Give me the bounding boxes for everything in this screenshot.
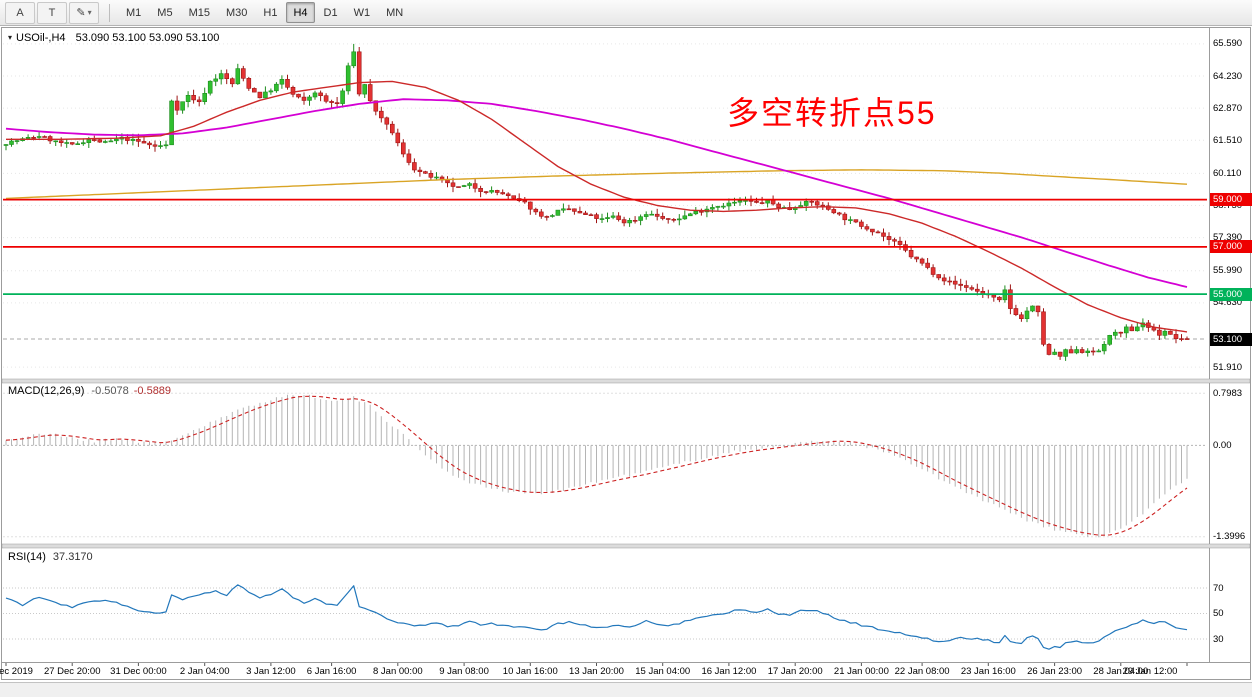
time-axis-label: 28 Jan 04:00 — [1093, 666, 1149, 677]
macd-signal-line — [5, 395, 1188, 536]
price-axis-label: 51.910 — [1213, 361, 1243, 373]
level-badge-55.000: 55.000 — [1210, 287, 1252, 301]
time-axis-label: 13 Jan 20:00 — [569, 666, 624, 677]
time-axis-label: 8 Jan 00:00 — [372, 666, 423, 677]
tools-group: A T ✎ ▾ — [5, 1, 101, 24]
rsi-axis-label: 70 — [1213, 582, 1224, 594]
price-gridlines — [3, 43, 1207, 368]
symbol-label: USOil-,H4 — [16, 32, 66, 44]
time-axis-label: 2 Jan 04:00 — [179, 666, 230, 677]
time-axis-label: 3 Jan 12:00 — [246, 666, 296, 677]
macd-axis-label: 0.7983 — [1213, 387, 1243, 399]
chart-canvas[interactable] — [0, 26, 1252, 696]
price-axis-label: 62.870 — [1213, 102, 1243, 114]
ma-fast-line — [6, 80, 1188, 333]
time-axis-label: 9 Jan 08:00 — [439, 666, 489, 677]
macd-gridlines — [3, 392, 1207, 538]
time-axis-label: 17 Jan 20:00 — [767, 666, 823, 677]
collapse-icon[interactable]: ▾ — [8, 33, 13, 42]
panel-divider-rsi[interactable] — [1, 543, 1251, 549]
rsi-axis-label: 50 — [1213, 608, 1224, 619]
time-axis-label: 27 Dec 20:00 — [43, 666, 101, 677]
timeframe-h1[interactable]: H1 — [263, 6, 278, 19]
time-axis-label: 15 Jan 04:00 — [635, 666, 691, 677]
timeframe-m30[interactable]: M30 — [225, 6, 248, 19]
rsi-axis-label: 30 — [1213, 633, 1224, 645]
macd-label: MACD(12,26,9) — [8, 385, 85, 397]
price-axis-label: 54.630 — [1213, 297, 1243, 309]
ma-mid-line — [5, 98, 1188, 288]
macd-axis-label: 0.00 — [1213, 439, 1232, 451]
macd-histogram — [5, 394, 1188, 538]
status-strip — [0, 682, 1252, 697]
timeframe-m5[interactable]: M5 — [157, 6, 173, 19]
time-axis-label: 21 Jan 00:00 — [833, 666, 889, 677]
ohlc-values: 53.090 53.100 53.090 53.100 — [75, 32, 220, 44]
annotation-text[interactable]: 多空转折点55 — [727, 95, 937, 131]
time-axis-label: 22 Jan 08:00 — [894, 666, 950, 677]
rsi-line — [5, 584, 1188, 650]
timeframe-m15[interactable]: M15 — [188, 6, 210, 19]
time-axis-label: 23 Jan 16:00 — [960, 666, 1016, 677]
macd-signal-value: -0.5889 — [133, 385, 172, 397]
price-axis-label: 55.990 — [1213, 265, 1243, 277]
toolbar-separator — [109, 3, 110, 22]
toolbar: A T ✎ ▾ M1 M5 M15 M30 H1 H4 D1 W1 MN — [0, 0, 1252, 26]
panel-frame — [1, 27, 1251, 680]
time-axis-label: 26 Jan 23:00 — [1027, 666, 1083, 677]
timeframe-m1[interactable]: M1 — [126, 6, 142, 19]
timeframe-w1[interactable]: W1 — [353, 6, 371, 19]
time-axis-label: 29 Jan 12:00 — [1122, 666, 1178, 677]
text-tool[interactable]: T — [37, 1, 67, 24]
dropdown-arrow-icon: ▾ — [87, 8, 92, 17]
timeframe-h4[interactable]: H4 — [286, 2, 315, 23]
timeframe-d1[interactable]: D1 — [323, 6, 338, 19]
time-axis-label: 6 Jan 16:00 — [306, 666, 357, 677]
price-axis-label: 65.590 — [1213, 38, 1243, 50]
macd-axis-label: -1.3996 — [1213, 531, 1246, 543]
cursor-tool[interactable]: A — [5, 1, 35, 24]
rsi-value: 37.3170 — [52, 551, 93, 563]
macd-header: MACD(12,26,9) -0.5078 -0.5889 — [8, 385, 171, 397]
timeframe-group: M1 M5 M15 M30 H1 H4 D1 W1 MN — [118, 2, 411, 23]
timeframe-mn[interactable]: MN — [386, 6, 404, 19]
price-axis-label: 64.230 — [1213, 70, 1243, 82]
rsi-label: RSI(14) — [8, 551, 46, 563]
chart-background — [0, 26, 1252, 696]
time-axis-label: 31 Dec 00:00 — [110, 666, 167, 677]
price-axis-label: 57.390 — [1213, 232, 1243, 244]
level-badge-59.000: 59.000 — [1210, 193, 1252, 207]
price-axis-label: 60.110 — [1213, 167, 1242, 179]
panel-divider-macd[interactable] — [1, 378, 1251, 384]
objects-tool[interactable]: ✎ ▾ — [69, 1, 99, 24]
chart-header: ▾ USOil-,H4 53.090 53.100 53.090 53.100 — [8, 32, 219, 44]
macd-value: -0.5078 — [91, 385, 129, 397]
time-axis-label: 16 Jan 12:00 — [701, 666, 757, 677]
time-axis-label: 26 Dec 2019 — [0, 666, 33, 677]
price-axis-label: 61.510 — [1213, 134, 1243, 146]
time-axis-ticks — [5, 663, 1188, 666]
time-axis-label: 10 Jan 16:00 — [502, 666, 558, 677]
chart-area[interactable]: ▾ USOil-,H4 53.090 53.100 53.090 53.100 M… — [0, 26, 1252, 697]
current-price-badge: 53.100 — [1210, 332, 1252, 346]
level-badge-57.000: 57.000 — [1210, 240, 1252, 254]
ma-slow-line — [5, 169, 1188, 200]
rsi-header: RSI(14) 37.3170 — [8, 551, 93, 563]
